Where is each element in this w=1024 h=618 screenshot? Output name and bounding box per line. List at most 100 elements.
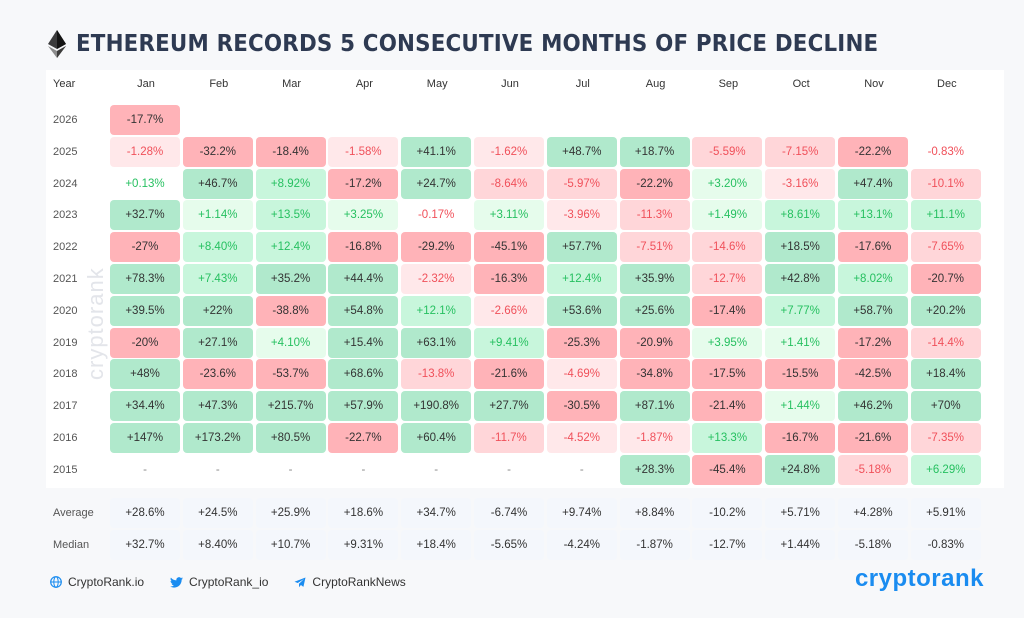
summary-cell-average: +25.9% xyxy=(255,498,326,528)
column-header-jan: Jan xyxy=(137,78,155,90)
heatmap-cell: +53.6% xyxy=(546,295,617,326)
row-label-2024: 2024 xyxy=(53,177,78,190)
summary-cell-median: -12.7% xyxy=(692,529,763,560)
summary-cell-median: -5.18% xyxy=(838,529,908,560)
twitter-link[interactable]: CryptoRank_io xyxy=(170,575,268,589)
ethereum-icon xyxy=(48,30,66,58)
heatmap-cell: - xyxy=(579,463,584,476)
heatmap-cell: +32.7% xyxy=(110,200,180,231)
row-label-2021: 2021 xyxy=(53,273,78,285)
heatmap-cell: +78.3% xyxy=(110,264,180,294)
heatmap-cell: +1.41% xyxy=(765,327,836,358)
heatmap-cell: -17.5% xyxy=(692,359,763,390)
heatmap-cell: +6.29% xyxy=(910,454,981,485)
heatmap-cell: -45.1% xyxy=(474,232,544,263)
heatmap-cell: +48.7% xyxy=(546,136,617,167)
summary-cell-median: +10.7% xyxy=(255,529,326,560)
heatmap-cell: -16.8% xyxy=(328,232,399,263)
heatmap-cell: -21.6% xyxy=(838,423,908,453)
heatmap-cell: -17.2% xyxy=(838,327,908,358)
heatmap-cell: -4.69% xyxy=(546,359,617,390)
row-label-2018: 2018 xyxy=(53,368,78,381)
heatmap-cell: -5.18% xyxy=(838,454,908,485)
heatmap-cell: -45.4% xyxy=(692,454,763,485)
heatmap-cell: - xyxy=(434,463,439,476)
summary-cell-median: +9.31% xyxy=(328,529,399,560)
heatmap-cell: -17.6% xyxy=(838,232,908,263)
summary-cell-average: -6.74% xyxy=(474,498,544,528)
heatmap-cell: - xyxy=(507,463,511,476)
column-header-apr: Apr xyxy=(355,78,373,90)
summary-cell-average: +8.84% xyxy=(619,498,690,528)
heatmap-cell: -2.66% xyxy=(474,295,544,326)
heatmap-cell: -1.87% xyxy=(619,423,690,453)
heatmap-cell: +13.3% xyxy=(692,423,763,453)
heatmap-cell: -27% xyxy=(110,232,180,263)
column-header-feb: Feb xyxy=(209,78,229,90)
footer-links: CryptoRank.io CryptoRank_io CryptoRankNe… xyxy=(50,575,406,589)
heatmap-cell: -17.7% xyxy=(110,105,180,135)
heatmap-cell: -14.6% xyxy=(692,232,763,263)
summary-cell-median: +18.4% xyxy=(401,529,472,560)
heatmap-cell: +18.4% xyxy=(910,359,981,390)
column-header-sep: Sep xyxy=(718,78,739,90)
heatmap-cell: -1.58% xyxy=(328,136,399,167)
summary-cell-average: +9.74% xyxy=(546,498,617,528)
heatmap-cell: +46.7% xyxy=(182,168,253,199)
heatmap-cell: +1.49% xyxy=(692,200,763,231)
website-link[interactable]: CryptoRank.io xyxy=(50,575,144,589)
heatmap-cell: -23.6% xyxy=(182,359,253,390)
heatmap-cell: -16.3% xyxy=(474,264,544,294)
heatmap-cell: +8.02% xyxy=(838,264,908,294)
heatmap-cell: -0.83% xyxy=(927,145,965,158)
heatmap-cell: -17.2% xyxy=(328,168,399,199)
heatmap-cell: -11.7% xyxy=(474,423,544,453)
heatmap-cell: -20% xyxy=(110,327,180,358)
heatmap-cell: -7.35% xyxy=(910,423,981,453)
heatmap-cell: +47.4% xyxy=(838,168,908,199)
heatmap-cell: -34.8% xyxy=(619,359,690,390)
column-header-nov: Nov xyxy=(864,78,884,90)
summary-cell-median: +1.44% xyxy=(765,529,836,560)
summary-cell-average: +24.5% xyxy=(182,498,253,528)
heatmap-cell: +13.5% xyxy=(255,200,326,231)
heatmap-cell: - xyxy=(361,463,366,476)
heatmap-cell: -1.28% xyxy=(110,136,180,167)
watermark: cryptorank xyxy=(83,267,108,380)
summary-cell-average: +5.91% xyxy=(910,498,981,528)
telegram-label: CryptoRankNews xyxy=(312,575,406,589)
heatmap-cell: +80.5% xyxy=(255,423,326,453)
heatmap-cell: +1.14% xyxy=(182,200,253,231)
twitter-label: CryptoRank_io xyxy=(189,575,269,589)
heatmap-cell: -3.96% xyxy=(546,200,617,231)
heatmap-cell: +190.8% xyxy=(401,391,472,422)
column-header-jun: Jun xyxy=(501,78,519,90)
heatmap-cell: -7.51% xyxy=(619,232,690,263)
heatmap-cell: +24.7% xyxy=(401,168,472,199)
heatmap-cell: +147% xyxy=(110,423,180,453)
heatmap-cell: -42.5% xyxy=(838,359,908,390)
column-header-year: Year xyxy=(53,78,76,90)
column-header-may: May xyxy=(426,78,448,90)
heatmap-cell: +12.1% xyxy=(401,295,472,326)
heatmap-cell: +215.7% xyxy=(255,391,326,422)
row-label-2017: 2017 xyxy=(53,400,78,413)
heatmap-cell: +3.25% xyxy=(328,200,399,231)
row-label-average: Average xyxy=(53,507,94,519)
heatmap-cell: - xyxy=(143,463,147,476)
heatmap-cell: -2.32% xyxy=(401,264,472,294)
heatmap-cell: -8.64% xyxy=(474,168,544,199)
heatmap-cell: -5.97% xyxy=(546,168,617,199)
heatmap-cell: -20.9% xyxy=(619,327,690,358)
heatmap-cell: -30.5% xyxy=(546,391,617,422)
heatmap-cell: +54.8% xyxy=(328,295,399,326)
heatmap-cell: -12.7% xyxy=(692,264,763,294)
heatmap-cell: -53.7% xyxy=(255,359,326,390)
heatmap-cell: +39.5% xyxy=(110,295,180,326)
heatmap-cell: -29.2% xyxy=(401,232,472,263)
telegram-link[interactable]: CryptoRankNews xyxy=(294,575,406,589)
summary-cell-median: +8.40% xyxy=(182,529,253,560)
heatmap-cell: +34.4% xyxy=(110,391,180,422)
heatmap-cell: -21.4% xyxy=(692,391,763,422)
row-label-2023: 2023 xyxy=(53,209,78,222)
